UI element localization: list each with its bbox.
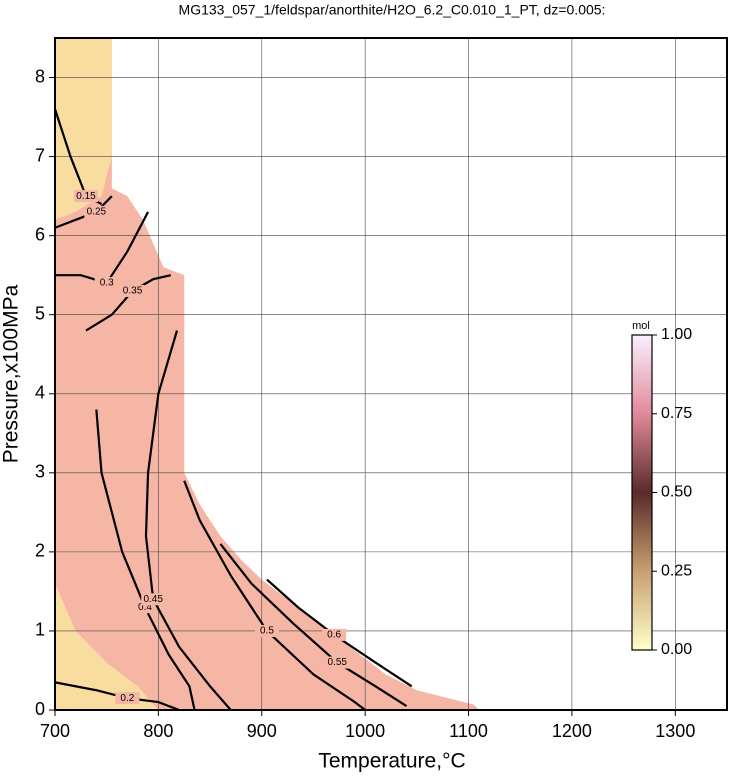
stability-field [55,583,159,710]
contour-label-bg [84,205,109,218]
contour-label-bg [115,692,140,705]
plot-area: 0.15 0.2 0.25 0.3 0.35 0.40.45 0.5 0.55 0.6 [55,38,727,710]
contour-label-bg [322,628,347,641]
x-tick-label: 900 [247,721,277,741]
contour-label: 0.45 [143,594,163,605]
x-tick-label: 1300 [655,721,695,741]
contour-label: 0.35 [123,286,143,297]
x-tick-label: 800 [143,721,173,741]
colorbar-tick-label: 0.25 [661,562,692,579]
y-tick-label: 7 [35,145,45,165]
y-tick-label: 6 [35,224,45,244]
contour-label: 0.15 [76,191,96,202]
contour-label-bg [141,593,166,606]
y-axis-title: Pressure,x100MPa [0,284,23,463]
colorbar [631,334,653,651]
stability-field [55,38,112,220]
x-tick-label: 700 [40,721,70,741]
y-tick-label: 8 [35,66,45,86]
colorbar-tick-label: 1.00 [661,326,692,343]
contour-label: 0.3 [100,278,114,289]
plot-frame [54,37,728,711]
x-tick-label: 1000 [345,721,385,741]
contour-label: 0.6 [327,630,341,641]
colorbar-label: mol [632,320,650,332]
x-tick-label: 1100 [449,721,488,741]
colorbar-tick-label: 0.00 [661,641,692,658]
y-tick-label: 0 [35,699,45,719]
x-tick-label: 1200 [552,721,592,741]
y-tick-label: 1 [35,620,45,640]
chart-title: MG133_057_1/feldspar/anorthite/H2O_6.2_C… [179,2,606,18]
stability-field [55,38,479,710]
contour-line [144,330,232,710]
y-tick-label: 3 [35,462,45,482]
contour-line [219,543,408,707]
y-tick-label: 2 [35,541,45,561]
contour-label-bg [94,277,119,290]
x-axis-title: Temperature,°C [318,750,465,773]
contour-label: 0.2 [120,693,134,704]
contour-label: 0.55 [328,657,348,668]
colorbar-tick-label: 0.75 [661,405,692,422]
contour-label: 0.4 [138,602,152,613]
colorbar-tick-label: 0.50 [661,484,692,501]
contour-label: 0.25 [87,207,107,218]
y-tick-label: 5 [35,303,45,323]
contour-label-bg [120,284,145,297]
contour-label-bg [74,190,99,203]
contour-label-bg [325,656,350,669]
contour-label-bg [254,624,279,637]
contour-label: 0.5 [260,626,274,637]
y-tick-label: 4 [35,383,45,403]
